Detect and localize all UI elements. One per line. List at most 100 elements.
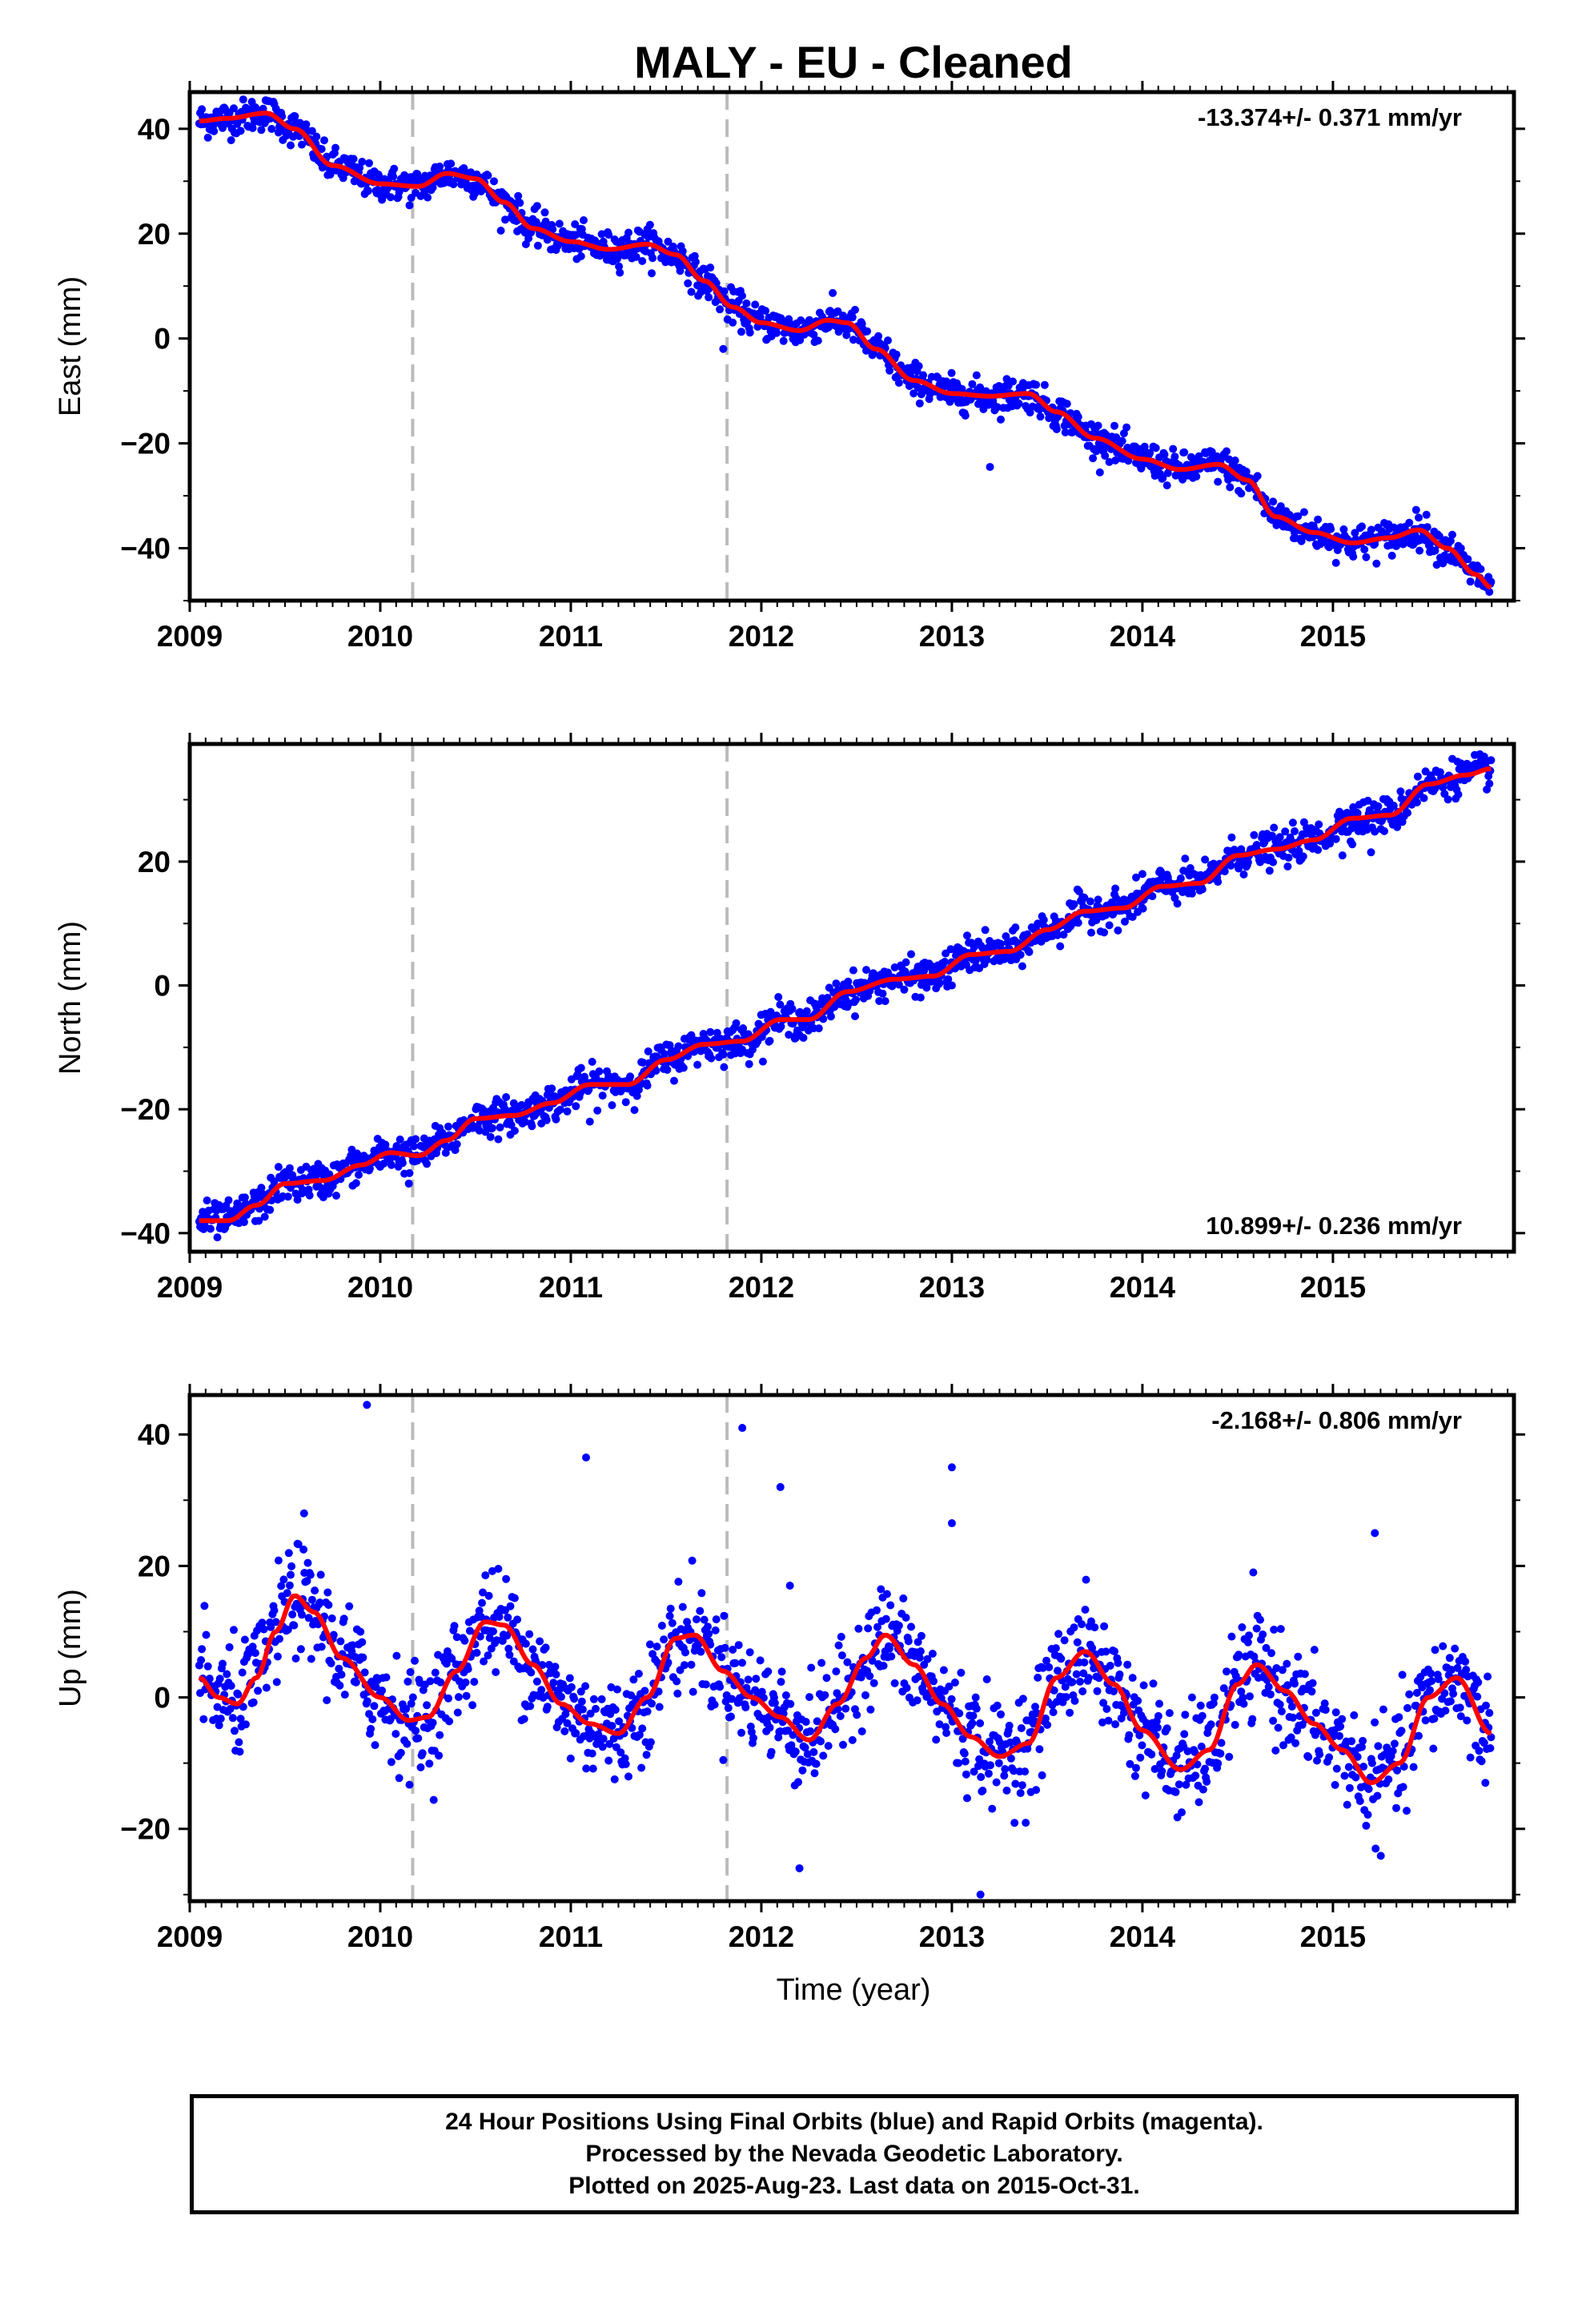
data-point bbox=[691, 258, 700, 266]
data-point bbox=[1154, 1711, 1162, 1720]
data-point bbox=[498, 1637, 507, 1645]
data-point bbox=[1162, 481, 1171, 490]
data-point bbox=[1314, 846, 1323, 854]
data-point bbox=[1032, 380, 1041, 389]
data-point bbox=[1157, 867, 1166, 876]
data-point bbox=[1056, 942, 1065, 951]
data-point bbox=[489, 1627, 497, 1636]
data-point bbox=[1018, 1781, 1026, 1790]
data-point bbox=[1252, 841, 1261, 849]
data-point bbox=[724, 1703, 733, 1712]
plot-frame bbox=[187, 742, 1516, 1254]
data-point bbox=[756, 1656, 765, 1665]
data-point bbox=[907, 950, 915, 959]
data-point bbox=[1461, 1657, 1470, 1666]
data-point bbox=[1198, 885, 1207, 894]
data-point bbox=[1362, 1821, 1371, 1830]
outlier-point bbox=[1367, 848, 1375, 857]
data-point bbox=[777, 1667, 786, 1676]
data-point bbox=[1174, 1780, 1183, 1789]
x-tick-label: 2010 bbox=[347, 1271, 413, 1304]
data-point bbox=[624, 228, 632, 237]
data-point bbox=[1016, 951, 1025, 959]
data-point bbox=[939, 1666, 948, 1675]
data-point bbox=[1256, 1615, 1264, 1624]
data-point bbox=[1275, 833, 1284, 842]
data-point bbox=[1089, 454, 1098, 463]
data-point bbox=[1262, 1643, 1271, 1652]
data-point bbox=[1106, 1662, 1114, 1670]
data-point bbox=[851, 305, 859, 314]
x-tick-label: 2014 bbox=[1110, 1271, 1176, 1304]
data-point bbox=[358, 158, 367, 166]
data-point bbox=[1134, 1696, 1142, 1705]
data-point bbox=[1299, 852, 1307, 861]
data-point bbox=[857, 1673, 865, 1682]
data-point bbox=[727, 1712, 735, 1721]
data-point bbox=[1440, 1689, 1449, 1698]
data-point bbox=[976, 1719, 985, 1727]
data-point bbox=[528, 1645, 537, 1654]
data-point bbox=[1320, 1699, 1329, 1708]
data-point bbox=[1061, 428, 1070, 436]
data-point bbox=[1057, 1655, 1066, 1663]
data-point bbox=[907, 1622, 915, 1631]
data-point bbox=[640, 1687, 649, 1695]
data-point bbox=[773, 328, 781, 337]
data-point bbox=[712, 1615, 721, 1624]
data-point bbox=[305, 1191, 314, 1200]
data-point bbox=[371, 1741, 379, 1750]
data-point bbox=[1456, 1712, 1465, 1721]
data-point bbox=[1122, 423, 1131, 432]
data-point bbox=[788, 1004, 797, 1013]
outlier-point bbox=[1371, 1529, 1379, 1538]
data-point bbox=[645, 1640, 654, 1649]
data-point bbox=[749, 1734, 757, 1743]
data-point bbox=[1087, 928, 1095, 937]
data-point bbox=[230, 104, 238, 113]
x-tick-label: 2012 bbox=[729, 620, 794, 653]
data-point bbox=[236, 127, 245, 135]
data-point bbox=[1446, 537, 1455, 545]
data-point bbox=[1266, 1690, 1275, 1699]
data-point bbox=[665, 1611, 674, 1620]
data-point bbox=[706, 1027, 715, 1036]
outlier-point bbox=[1338, 851, 1347, 860]
data-point bbox=[674, 1578, 683, 1586]
data-point bbox=[520, 1117, 529, 1126]
data-point bbox=[307, 1595, 316, 1604]
data-point bbox=[773, 1706, 782, 1715]
data-point bbox=[916, 1647, 925, 1655]
data-point bbox=[428, 1719, 437, 1727]
data-point bbox=[293, 1196, 302, 1204]
data-point bbox=[1136, 1753, 1145, 1762]
data-point bbox=[1132, 873, 1140, 882]
data-point bbox=[882, 1590, 891, 1598]
data-point bbox=[643, 1081, 652, 1090]
data-point bbox=[1239, 1699, 1248, 1708]
data-point bbox=[680, 1661, 689, 1670]
data-point bbox=[563, 1719, 572, 1727]
data-point bbox=[1210, 1693, 1219, 1702]
data-point bbox=[874, 332, 883, 340]
data-point bbox=[506, 1602, 515, 1610]
data-point bbox=[203, 1662, 212, 1671]
data-point bbox=[453, 1708, 462, 1717]
data-point bbox=[988, 1804, 997, 1813]
data-point bbox=[1227, 833, 1236, 842]
data-point bbox=[565, 1674, 574, 1683]
data-point bbox=[801, 1718, 810, 1727]
data-point bbox=[1170, 452, 1179, 461]
data-point bbox=[203, 133, 212, 142]
data-point bbox=[1074, 919, 1082, 927]
data-point bbox=[504, 1613, 512, 1622]
data-point bbox=[1009, 377, 1017, 386]
data-point bbox=[431, 1668, 440, 1677]
data-point bbox=[832, 979, 841, 988]
data-point bbox=[219, 1659, 227, 1668]
data-point bbox=[257, 1184, 266, 1192]
data-point bbox=[479, 1588, 487, 1597]
data-point bbox=[1181, 854, 1190, 863]
data-point bbox=[1271, 1746, 1280, 1755]
data-point bbox=[1482, 1701, 1490, 1710]
